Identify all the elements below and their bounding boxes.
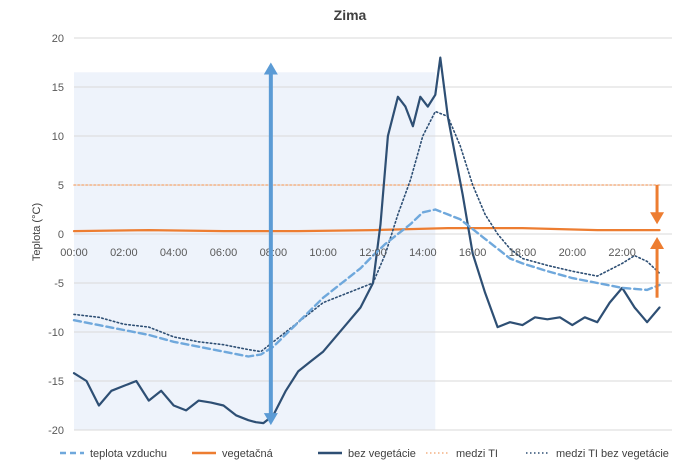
y-tick-label: 5: [58, 180, 64, 192]
y-axis-label: Teplota (°C): [31, 203, 43, 261]
x-tick-label: 02:00: [110, 247, 138, 259]
y-tick-label: -10: [48, 327, 64, 339]
arrow-head: [650, 212, 665, 225]
legend-label-teplota-vzduchu: teplota vzduchu: [90, 448, 167, 460]
x-tick-label: 04:00: [160, 247, 188, 259]
y-tick-label: -20: [48, 425, 64, 437]
y-tick-label: 15: [52, 82, 64, 94]
x-tick-label: 18:00: [509, 247, 537, 259]
y-tick-label: 0: [58, 229, 64, 241]
x-tick-label: 16:00: [459, 247, 487, 259]
y-tick-label: 20: [52, 33, 64, 45]
x-tick-label: 20:00: [559, 247, 587, 259]
x-tick-label: 14:00: [409, 247, 437, 259]
arrow-head: [263, 413, 278, 426]
x-tick-label: 22:00: [608, 247, 636, 259]
y-tick-label: 10: [52, 131, 64, 143]
chart-title: Zima: [334, 7, 367, 23]
legend-label-medzi-ti: medzi TI: [456, 448, 498, 460]
series-medzi-ti-bez-vegetacie: [73, 110, 661, 353]
series-vegetacna: [72, 227, 661, 233]
y-tick-label: -15: [48, 376, 64, 388]
x-tick-labels: 00:00 02:00 04:00 06:00 08:00 10:00 12:00 14:00…: [60, 247, 636, 259]
series-lines: [72, 56, 661, 425]
daytime-shade: [74, 72, 436, 431]
shaded-region: [74, 72, 436, 431]
x-tick-label: 10:00: [309, 247, 337, 259]
x-tick-label: 06:00: [210, 247, 238, 259]
annotations: [263, 62, 665, 426]
x-tick-label: 00:00: [60, 247, 88, 259]
y-tick-labels: 20 15 10 5 0 -5 -10 -15 -20: [48, 33, 64, 437]
arrow-head: [650, 236, 665, 249]
legend-label-medzi-ti-bez-vegetacie: medzi TI bez vegetácie: [556, 448, 669, 460]
arrow-head: [263, 62, 278, 75]
series-teplota-vzduchu: [72, 208, 661, 358]
y-tick-label: -5: [54, 278, 64, 290]
series-bez-vegetacie: [72, 56, 661, 425]
x-tick-label: 08:00: [260, 247, 288, 259]
x-tick-label: 12:00: [359, 247, 387, 259]
legend: teplota vzduchu vegetačná bez vegetácie med…: [60, 448, 669, 460]
legend-label-bez-vegetacie: bez vegetácie: [348, 448, 416, 460]
legend-label-vegetacna: vegetačná: [222, 448, 274, 460]
